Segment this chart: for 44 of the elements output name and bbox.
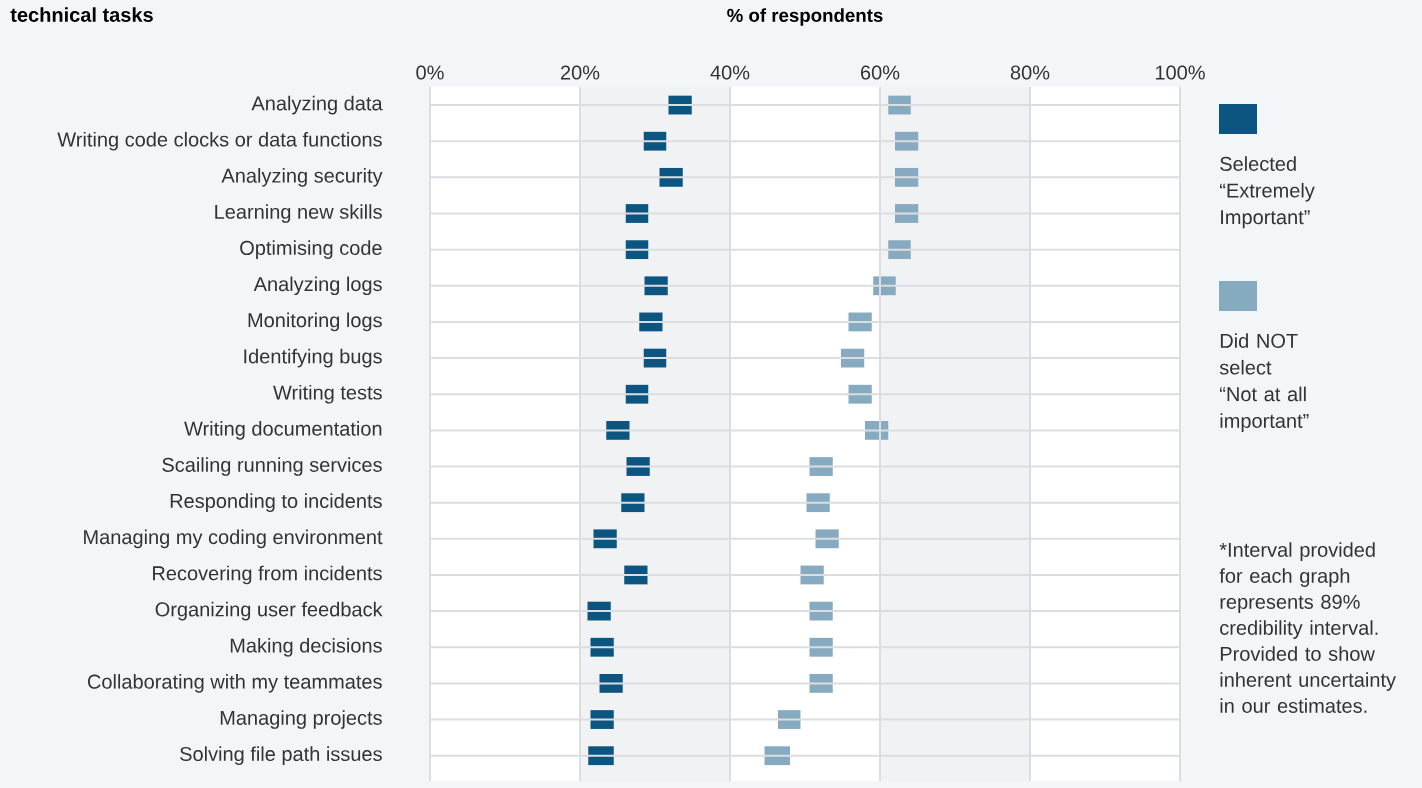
y-tick-label: Responding to incidents	[170, 493, 382, 512]
x-tick-label: 80%	[1010, 65, 1050, 80]
text: technical tasks	[10, 7, 153, 22]
y-tick-label: Learning new skills	[215, 204, 382, 223]
y-tick-label: Collaborating with my teammates	[87, 674, 382, 693]
y-tick-label: Making decisions	[230, 637, 382, 657]
text: *Interval provided for each graph represents 89% credibility interval. Provided to show inherent uncertainty in our estimates.	[1219, 542, 1396, 713]
bar	[809, 601, 833, 621]
bar	[606, 420, 630, 440]
y-tick-label: Managing my coding environment	[84, 529, 383, 549]
x-tick-label: 40%	[710, 65, 750, 80]
bar	[806, 493, 830, 513]
bar	[764, 746, 790, 766]
legend-label: Did NOT select “Not at all important”	[1219, 333, 1309, 432]
y-tick-label: Writing code clocks or data functions	[57, 131, 382, 151]
bar	[809, 674, 833, 693]
y-tick-label: Scailing running services	[162, 457, 382, 476]
y-tick-label: Identifying bugs	[244, 348, 382, 368]
bar	[778, 710, 801, 729]
x-tick-label: 60%	[861, 65, 900, 80]
x-axis-title: % of respondents	[727, 8, 883, 26]
bar	[659, 167, 683, 187]
bar	[888, 240, 911, 260]
bar	[644, 276, 668, 296]
y-tick-label: Solving file path issues	[180, 746, 382, 765]
y-tick-label: Organizing user feedback	[155, 601, 383, 621]
bar	[848, 384, 872, 404]
y-tick-label: Writing documentation	[184, 421, 382, 440]
y-tick-label: Monitoring logs	[248, 312, 382, 332]
bar	[588, 746, 614, 766]
y-tick-label: Writing tests	[273, 384, 382, 404]
y-tick-label: Analyzing data	[251, 95, 383, 115]
x-tick-label: 20%	[560, 65, 600, 80]
legend-label: Selected “Extremely Important”	[1220, 156, 1315, 229]
bar	[809, 637, 833, 657]
bar	[809, 457, 833, 476]
y-tick-label: Analyzing logs	[253, 276, 382, 296]
x-tick-label: 0%	[416, 65, 444, 80]
y-tick-label: Managing projects	[220, 710, 382, 729]
y-tick-label: Analyzing security	[221, 168, 383, 187]
bar	[599, 674, 623, 693]
x-tick-label: 100%	[1155, 65, 1205, 80]
y-tick-label: Recovering from incidents	[153, 565, 382, 585]
y-tick-label: Optimising code	[240, 240, 382, 259]
